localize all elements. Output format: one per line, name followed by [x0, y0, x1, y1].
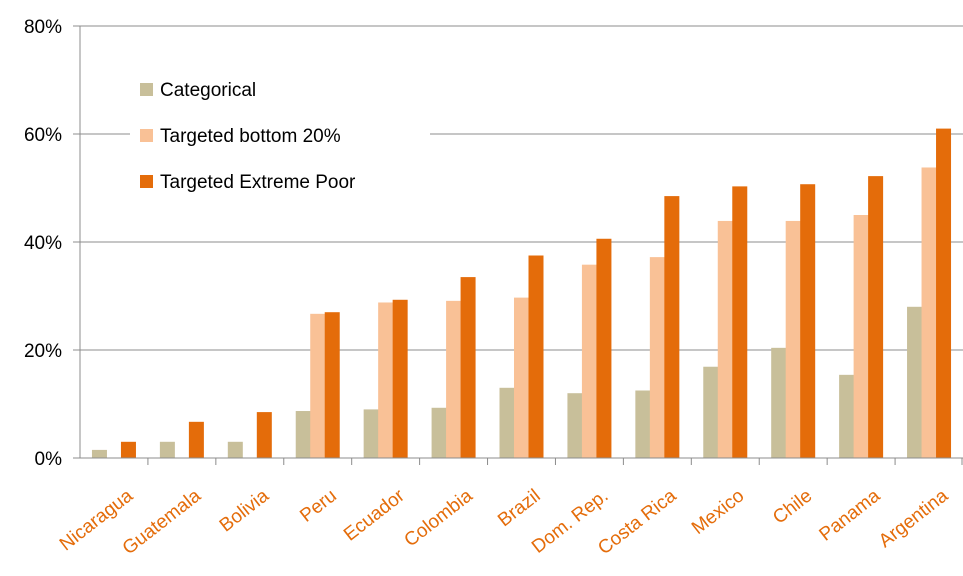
bar-targeted-extreme-poor-brazil: [528, 255, 544, 458]
bar-targeted-bottom-20--mexico: [717, 220, 733, 458]
category-label: Brazil: [494, 485, 544, 531]
bar-targeted-bottom-20--ecuador: [378, 302, 394, 458]
bar-targeted-extreme-poor-panama: [868, 176, 884, 458]
bar-categorical-nicaragua: [91, 449, 107, 458]
bar-targeted-extreme-poor-bolivia: [256, 412, 272, 458]
legend-background: [130, 70, 430, 196]
category-label: Peru: [296, 485, 341, 526]
legend-label: Targeted Extreme Poor: [160, 172, 356, 193]
bar-targeted-extreme-poor-ecuador: [392, 299, 408, 458]
y-tick-label: 60%: [24, 125, 62, 146]
category-label: Bolivia: [216, 485, 273, 536]
bar-targeted-extreme-poor-dom-rep-: [596, 238, 612, 458]
y-tick-label: 20%: [24, 341, 62, 362]
bar-categorical-bolivia: [227, 441, 243, 458]
bar-targeted-bottom-20--colombia: [446, 300, 462, 458]
bar-targeted-extreme-poor-mexico: [732, 186, 748, 458]
axes: [79, 26, 963, 465]
bar-categorical-mexico: [703, 366, 719, 458]
legend: Categorical Targeted bottom 20% Targeted E…: [130, 70, 430, 196]
y-tick-label: 80%: [24, 17, 62, 38]
bar-targeted-extreme-poor-peru: [324, 312, 340, 458]
bar-targeted-extreme-poor-chile: [800, 184, 816, 458]
bar-categorical-argentina: [907, 306, 923, 458]
bar-targeted-extreme-poor-argentina: [936, 128, 952, 458]
bar-targeted-bottom-20--dom-rep-: [581, 264, 597, 458]
bar-targeted-bottom-20--argentina: [921, 167, 937, 459]
legend-label: Categorical: [160, 80, 256, 101]
bar-targeted-bottom-20--chile: [785, 220, 801, 458]
bar-categorical-brazil: [499, 387, 515, 458]
bar-categorical-colombia: [431, 407, 447, 458]
bar-categorical-dom-rep-: [567, 393, 583, 458]
bar-targeted-extreme-poor-guatemala: [188, 421, 204, 458]
bar-categorical-chile: [771, 347, 787, 458]
bar-categorical-guatemala: [159, 441, 175, 458]
legend-swatch: [140, 175, 153, 188]
bar-targeted-bottom-20--panama: [853, 215, 869, 458]
legend-swatch: [140, 83, 153, 96]
bar-targeted-extreme-poor-colombia: [460, 277, 476, 458]
bar-targeted-bottom-20--brazil: [514, 297, 529, 458]
y-tick-label: 0%: [35, 449, 63, 470]
bar-targeted-bottom-20--costa-rica: [649, 257, 665, 458]
bar-categorical-ecuador: [363, 409, 379, 458]
y-tick-labels: 0% 20% 40% 60% 80%: [24, 17, 62, 470]
y-tick-label: 40%: [24, 233, 62, 254]
category-label: Panama: [815, 485, 884, 545]
category-label: Chile: [769, 485, 816, 528]
bar-targeted-extreme-poor-costa-rica: [664, 196, 680, 458]
bar-categorical-peru: [295, 411, 311, 458]
bar-targeted-bottom-20--peru: [310, 313, 326, 458]
bars: [91, 128, 952, 459]
bar-categorical-panama: [839, 374, 855, 458]
category-label: Colombia: [400, 485, 477, 551]
legend-swatch: [140, 129, 153, 142]
category-label: Mexico: [688, 485, 748, 539]
category-label: Argentina: [875, 485, 952, 552]
category-label: Ecuador: [340, 485, 409, 546]
bar-categorical-costa-rica: [635, 390, 651, 458]
bar-targeted-extreme-poor-nicaragua: [120, 441, 136, 458]
legend-label: Targeted bottom 20%: [160, 126, 341, 147]
